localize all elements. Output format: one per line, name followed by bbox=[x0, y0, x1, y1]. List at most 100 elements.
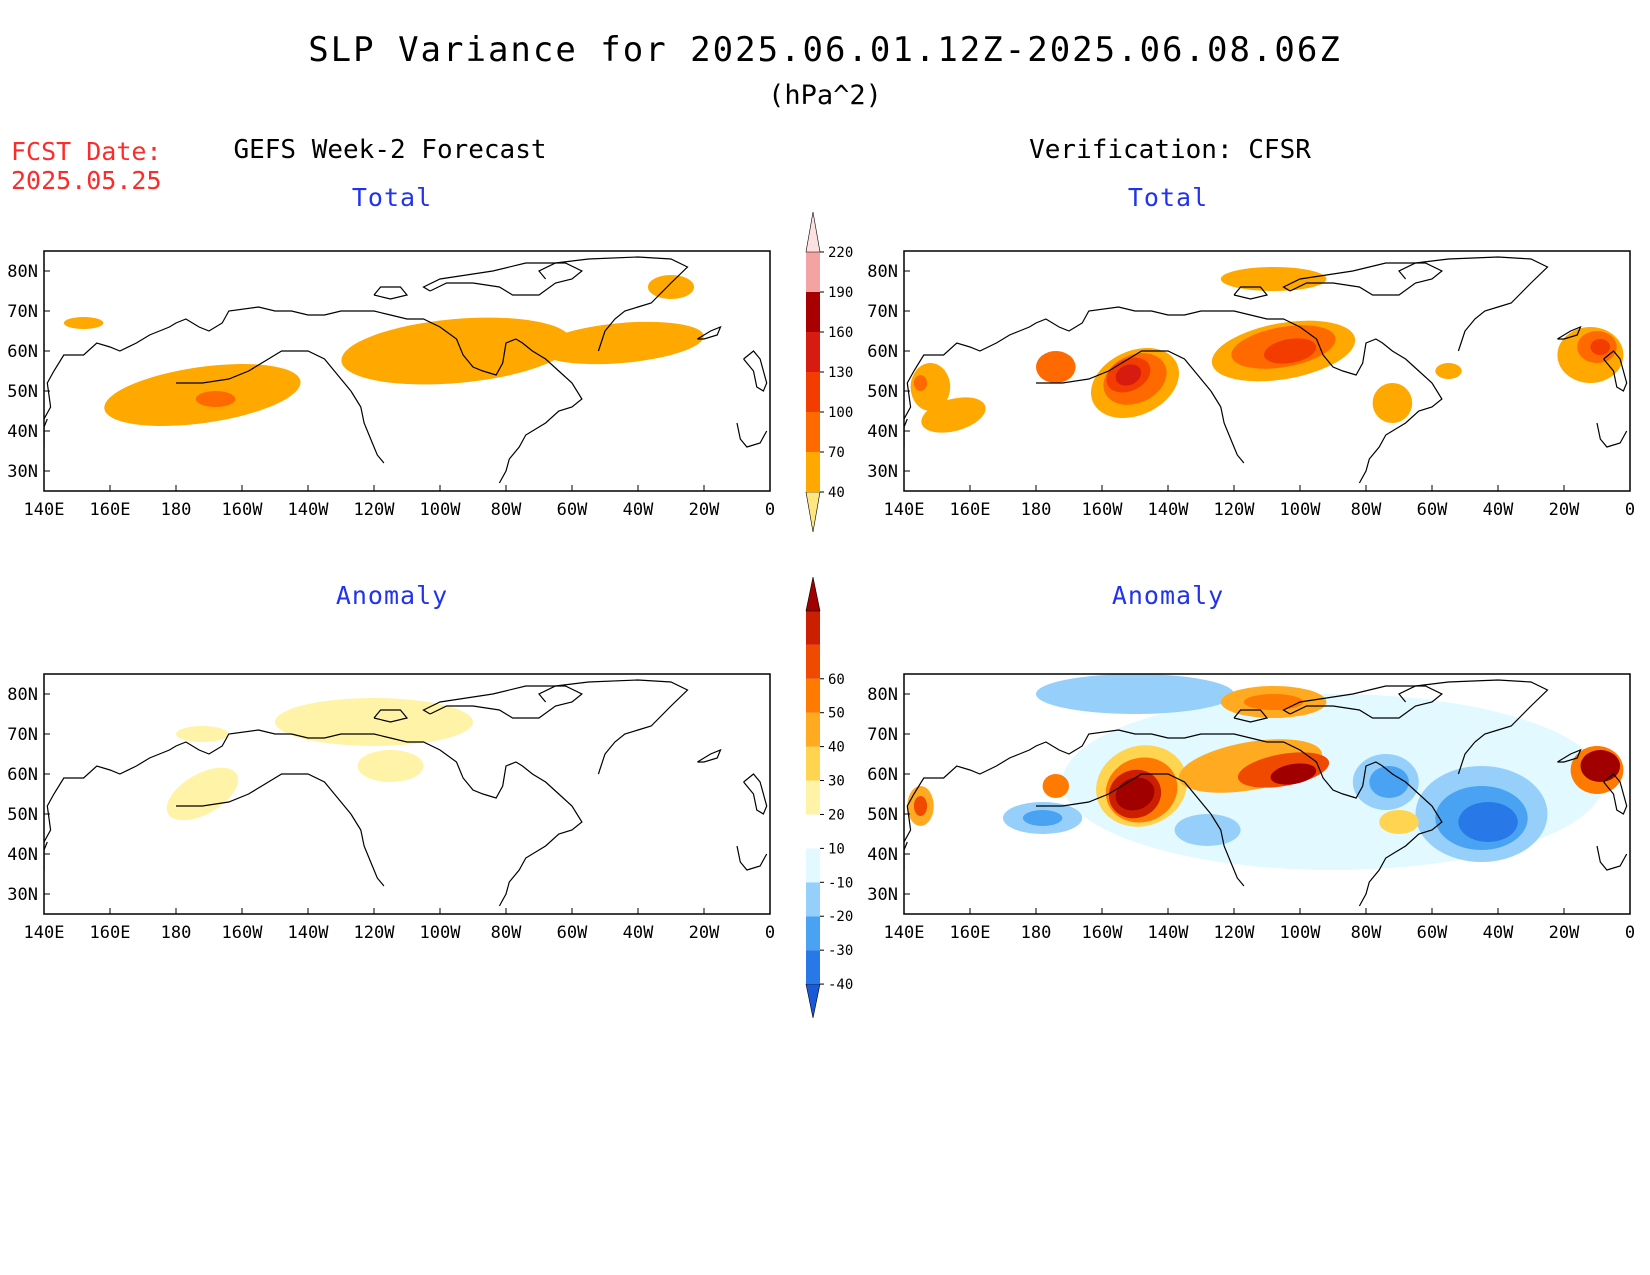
lat-tick-label: 30N bbox=[7, 462, 38, 482]
shaded-region bbox=[1036, 674, 1234, 714]
colorbar-segment bbox=[806, 412, 820, 452]
shaded-region bbox=[1580, 750, 1621, 782]
lat-tick-label: 60N bbox=[867, 342, 898, 362]
shaded-region bbox=[1590, 339, 1611, 355]
lon-tick-label: 80W bbox=[491, 500, 522, 520]
lat-tick-label: 50N bbox=[7, 382, 38, 402]
lon-tick-label: 160E bbox=[950, 923, 991, 943]
coastline bbox=[1233, 286, 1269, 300]
shaded-region bbox=[63, 317, 104, 329]
colorbar-segment bbox=[806, 678, 820, 713]
lon-tick-label: 140W bbox=[288, 923, 330, 943]
lat-tick-label: 30N bbox=[867, 885, 898, 905]
coastline bbox=[44, 418, 48, 447]
lon-tick-label: 180 bbox=[1021, 500, 1052, 520]
lon-tick-label: 60W bbox=[557, 500, 588, 520]
lon-tick-label: 100W bbox=[1280, 500, 1322, 520]
colorbar-segment bbox=[806, 950, 820, 985]
shaded-region bbox=[166, 767, 239, 821]
coastline bbox=[1596, 845, 1628, 871]
colorbar-segment bbox=[805, 576, 821, 612]
shaded-region bbox=[1458, 802, 1518, 842]
shaded-region bbox=[195, 391, 236, 407]
coastline bbox=[1036, 773, 1212, 815]
coastline bbox=[1210, 813, 1245, 887]
colorbar-label: 220 bbox=[828, 245, 853, 261]
coastline bbox=[743, 350, 768, 392]
coastline bbox=[350, 390, 385, 464]
shaded-region bbox=[1435, 363, 1462, 379]
lon-tick-label: 160W bbox=[1082, 500, 1124, 520]
gefs-anomaly-title: Anomaly bbox=[335, 581, 449, 610]
lat-tick-label: 70N bbox=[7, 725, 38, 745]
colorbar-segment bbox=[806, 916, 820, 951]
lon-tick-label: 80W bbox=[1351, 923, 1382, 943]
lat-tick-label: 50N bbox=[867, 382, 898, 402]
lon-tick-label: 140E bbox=[884, 923, 925, 943]
colorbar-label: 30 bbox=[828, 774, 845, 790]
coastline bbox=[176, 773, 352, 815]
shaded-region bbox=[539, 321, 704, 365]
shaded-region bbox=[1220, 267, 1327, 291]
coastline bbox=[736, 422, 768, 448]
lon-tick-label: 120W bbox=[354, 923, 396, 943]
coastline bbox=[1603, 350, 1628, 392]
lon-tick-label: 40W bbox=[1483, 500, 1514, 520]
colorbar-segment bbox=[806, 252, 820, 292]
colorbar-label: 40 bbox=[828, 485, 845, 501]
coastline bbox=[904, 841, 908, 870]
lat-tick-label: 30N bbox=[867, 462, 898, 482]
lon-tick-label: 140W bbox=[1148, 500, 1190, 520]
coastline bbox=[44, 306, 583, 484]
colorbar-segment bbox=[805, 491, 821, 533]
coastline bbox=[743, 773, 768, 815]
colorbar-label: 20 bbox=[828, 807, 845, 823]
lon-tick-label: 160E bbox=[950, 500, 991, 520]
lon-tick-label: 140E bbox=[24, 500, 65, 520]
lat-tick-label: 40N bbox=[867, 845, 898, 865]
shaded-region bbox=[1115, 364, 1142, 386]
lat-tick-label: 70N bbox=[867, 725, 898, 745]
coastline bbox=[1603, 773, 1628, 815]
lon-tick-label: 40W bbox=[623, 500, 654, 520]
coastline bbox=[904, 729, 1443, 907]
shaded-region bbox=[913, 375, 928, 391]
lon-tick-label: 120W bbox=[1214, 500, 1256, 520]
lon-tick-label: 60W bbox=[1417, 923, 1448, 943]
fcst-date-heading: FCST Date: bbox=[11, 137, 162, 166]
colorbar-segment bbox=[806, 746, 820, 781]
colorbar-label: -40 bbox=[828, 977, 853, 993]
coastline bbox=[1036, 350, 1212, 392]
cfsr-total-title: Total bbox=[1127, 183, 1209, 212]
lat-tick-label: 60N bbox=[7, 765, 38, 785]
map-panel-cfsr-total: 140E 160E 180 160W 140W 120W 100W 80W 60W 40W 20W 0… bbox=[867, 250, 1635, 520]
colorbar-segment bbox=[806, 372, 820, 412]
shaded-region bbox=[921, 397, 986, 433]
map-frame bbox=[903, 673, 1631, 915]
coastline bbox=[422, 262, 584, 296]
colorbar-segment bbox=[806, 452, 820, 492]
shaded-region bbox=[1042, 774, 1070, 798]
lon-tick-label: 20W bbox=[689, 923, 720, 943]
lon-tick-label: 40W bbox=[623, 923, 654, 943]
map-panel-gefs-anomaly: 140E 160E 180 160W 140W 120W 100W 80W 60W 40W 20W 0… bbox=[7, 673, 775, 943]
coastline bbox=[1233, 709, 1269, 723]
colorbar-label: 40 bbox=[828, 740, 845, 756]
shaded-region bbox=[341, 317, 572, 385]
colorbar-label: -30 bbox=[828, 943, 853, 959]
map-frame bbox=[903, 250, 1631, 492]
colorbar-label: -10 bbox=[828, 875, 853, 891]
lon-tick-label: 120W bbox=[354, 500, 396, 520]
lat-tick-label: 70N bbox=[7, 302, 38, 322]
lat-tick-label: 80N bbox=[7, 685, 38, 705]
lon-tick-label: 80W bbox=[491, 923, 522, 943]
main-title: SLP Variance for 2025.06.01.12Z-2025.06.… bbox=[308, 30, 1342, 70]
coastline bbox=[736, 845, 768, 871]
lon-tick-label: 140W bbox=[1148, 923, 1190, 943]
coastline bbox=[373, 286, 409, 300]
lon-tick-label: 80W bbox=[1351, 500, 1382, 520]
lat-tick-label: 40N bbox=[7, 845, 38, 865]
lon-tick-label: 160W bbox=[1082, 923, 1124, 943]
shaded-region bbox=[913, 796, 928, 816]
colorbar-anomaly: -40 -30 -20 -10 10 20 30 40 50 60 bbox=[805, 576, 853, 1019]
